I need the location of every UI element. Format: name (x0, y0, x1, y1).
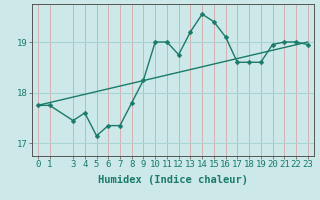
X-axis label: Humidex (Indice chaleur): Humidex (Indice chaleur) (98, 175, 248, 185)
